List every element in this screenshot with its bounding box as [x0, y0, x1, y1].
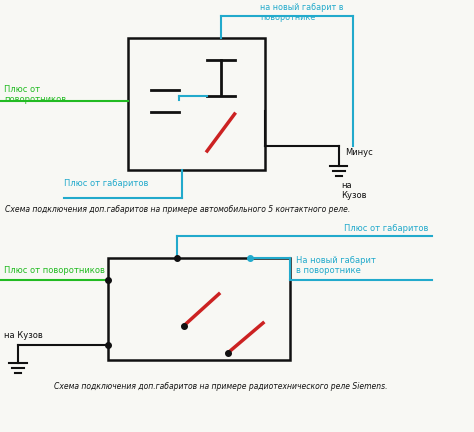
Text: на Кузов: на Кузов — [4, 331, 43, 340]
Text: Плюс от
поворотников: Плюс от поворотников — [4, 85, 66, 105]
Text: на новый габарит в
поворотнике: на новый габарит в поворотнике — [260, 3, 344, 22]
Bar — [128, 38, 265, 170]
Text: Плюс от поворотников: Плюс от поворотников — [4, 266, 105, 275]
Text: Плюс от габаритов: Плюс от габаритов — [64, 179, 148, 188]
Text: Минус: Минус — [346, 148, 373, 157]
Text: На новый габарит
в поворотнике: На новый габарит в поворотнике — [296, 256, 376, 275]
Text: Схема подключения доп.габаритов на примере автомобильного 5 контактного реле.: Схема подключения доп.габаритов на приме… — [5, 205, 350, 214]
Text: Схема подключения доп.габаритов на примере радиотехнического реле Siemens.: Схема подключения доп.габаритов на приме… — [54, 382, 387, 391]
Text: на
Кузов: на Кузов — [342, 181, 367, 200]
Bar — [108, 258, 290, 360]
Text: Плюс от габаритов: Плюс от габаритов — [344, 224, 428, 233]
